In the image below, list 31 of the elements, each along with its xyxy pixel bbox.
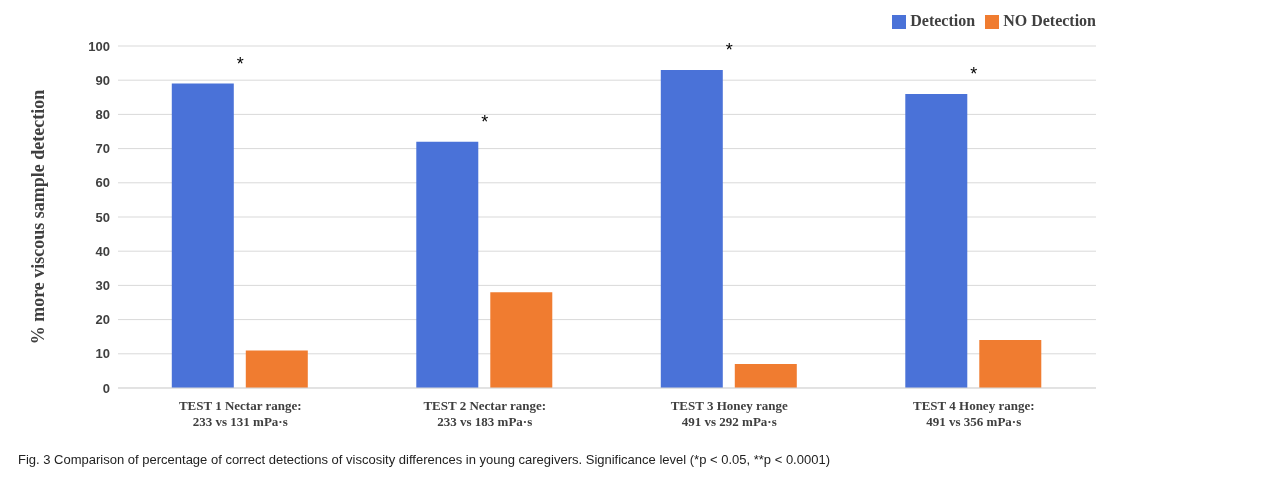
annotation: * — [970, 63, 978, 84]
x-tick-label: TEST 4 Honey range: 491 vs 356 mPa·s — [913, 398, 1035, 429]
bar — [171, 83, 234, 388]
bar — [979, 340, 1042, 388]
bar — [245, 350, 308, 388]
x-tick-label: TEST 3 Honey range 491 vs 292 mPa·s — [670, 398, 789, 429]
bar — [734, 364, 797, 388]
y-tick-label: 40 — [95, 243, 110, 259]
bar — [490, 292, 553, 388]
y-axis-title: % more viscous sample detection — [28, 89, 49, 345]
y-tick-label: 100 — [88, 38, 110, 54]
y-tick-label: 80 — [95, 107, 110, 123]
x-tick-label: TEST 2 Nectar range: 233 vs 183 mPa·s — [423, 398, 547, 429]
y-tick-label: 0 — [102, 380, 110, 396]
bar — [660, 69, 723, 388]
caption: Fig. 3 Comparison of percentage of correct detections of viscosity differences in young caregivers. Significance level (*p < 0.05, **p < 0.0001) — [17, 451, 831, 469]
annotation: * — [481, 111, 489, 132]
bar — [905, 93, 968, 388]
bar — [416, 141, 479, 388]
annotation: * — [236, 53, 244, 74]
y-tick-label: 50 — [95, 209, 110, 225]
y-tick-label: 30 — [95, 278, 110, 294]
x-tick-label: TEST 1 Nectar range: 233 vs 131 mPa·s — [178, 398, 302, 429]
y-tick-label: 70 — [95, 141, 110, 157]
y-tick-label: 90 — [95, 72, 110, 88]
annotation: * — [725, 39, 733, 60]
y-tick-label: 60 — [95, 175, 110, 191]
legend-label: Detection — [910, 12, 976, 29]
y-tick-label: 20 — [95, 312, 110, 328]
legend-label: NO Detection — [1003, 12, 1096, 29]
y-tick-label: 10 — [95, 346, 110, 362]
